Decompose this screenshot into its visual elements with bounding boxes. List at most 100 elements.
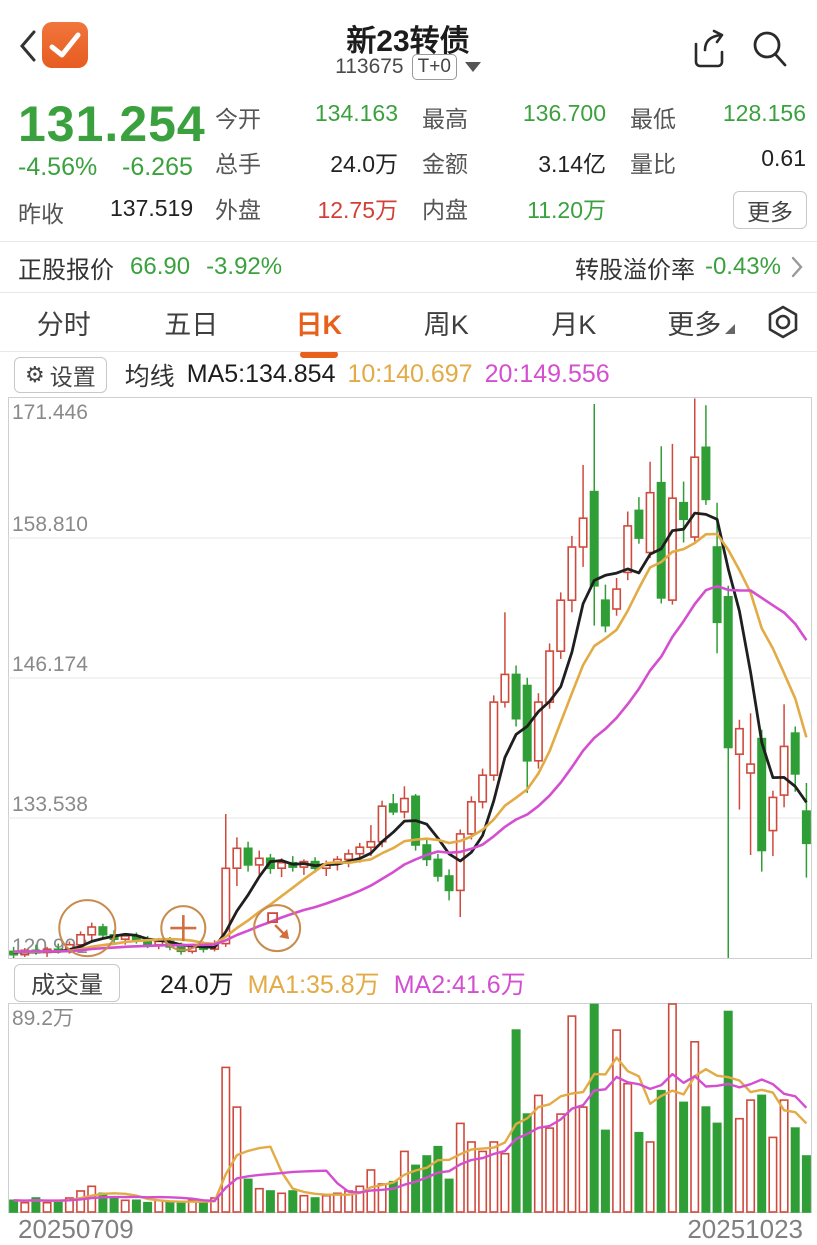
tab-五日[interactable]: 五日 (128, 303, 256, 342)
back-icon[interactable] (18, 28, 38, 64)
indicator-settings-gear-icon[interactable] (765, 304, 801, 340)
candle-body (645, 491, 655, 554)
tab-更多[interactable]: 更多 (638, 303, 766, 342)
candle-body (377, 805, 387, 843)
stock-code: 113675 (335, 55, 404, 78)
candle-body (712, 546, 722, 624)
quote-field-label: 金额 (422, 151, 468, 177)
arrow-head (279, 929, 290, 940)
chart-tab-bar: 分时 五日 日K 周K 月K 更多 (0, 293, 817, 358)
volume-ma-lines (13, 1056, 808, 1203)
volume-bar (567, 1015, 577, 1213)
volume-bar (489, 1141, 499, 1213)
volume-bar (801, 1155, 811, 1213)
stock-code-row[interactable]: 113675 T+0 (258, 54, 558, 80)
quote-fields-grid: 今开 134.163 最高 136.700 最低 128.156 总手 24.0万 金额 3.14… (0, 95, 817, 240)
volume-bar (522, 1113, 532, 1213)
candle-body (221, 867, 231, 945)
quote-field-label: 总手 (215, 151, 261, 177)
more-button[interactable]: 更多 (733, 191, 807, 229)
volume-bar (31, 1197, 41, 1213)
volume-ma2-legend: MA2:41.6万 (393, 970, 526, 999)
candle-body (399, 797, 409, 813)
tab-分时[interactable]: 分时 (0, 303, 128, 342)
volume-indicator-button[interactable]: 成交量 (14, 963, 120, 1002)
volume-bar (355, 1185, 365, 1213)
candle-body (277, 861, 287, 870)
volume-bar (545, 1127, 555, 1213)
candle-body (76, 933, 86, 946)
volume-bar (578, 1106, 588, 1213)
quote-field-value: 11.20万 (527, 197, 606, 223)
quote-field-value: 134.163 (314, 100, 398, 126)
volume-bar (120, 1199, 130, 1213)
ma-lines (13, 511, 808, 954)
candle-body (232, 847, 242, 869)
volume-bar (198, 1201, 208, 1213)
volume-bar (757, 1094, 767, 1213)
annotation-circle (58, 899, 117, 958)
volume-chart[interactable]: 89.2万 (0, 1003, 817, 1213)
candle-body (623, 525, 633, 574)
tab-月K[interactable]: 月K (510, 303, 638, 342)
tab-日K[interactable]: 日K (255, 303, 383, 358)
volume-bar (444, 1178, 454, 1213)
ma5-line (13, 511, 808, 954)
change-percent: -4.56% (18, 153, 98, 181)
candle-body (589, 490, 599, 587)
volume-bar (433, 1145, 443, 1213)
search-icon[interactable] (750, 28, 790, 70)
volume-bar (790, 1127, 800, 1213)
volume-bar (76, 1190, 86, 1213)
volume-bar (176, 1201, 186, 1213)
volume-bar (109, 1197, 119, 1213)
underlying-stock-row[interactable]: 正股报价 66.90 -3.92% 转股溢价率 -0.43% (0, 242, 817, 292)
chart-settings-button[interactable]: ⚙ 设置 (14, 356, 107, 393)
candle-body (790, 732, 800, 775)
prev-close-value: 137.519 (110, 195, 194, 221)
volume-bar (634, 1131, 644, 1213)
header-bar: 新23转债 113675 T+0 (0, 0, 817, 95)
volume-bar (388, 1180, 398, 1213)
divider (0, 292, 817, 293)
candle-body (600, 599, 610, 627)
svg-text:171.446: 171.446 (12, 401, 88, 424)
candle-body (87, 926, 97, 936)
page-title: 新23转债 (346, 25, 470, 58)
volume-bar (210, 1197, 220, 1213)
grid-lines (8, 397, 812, 959)
tab-周K[interactable]: 周K (383, 303, 511, 342)
candle-body (433, 858, 443, 877)
quote-field-value: 128.156 (722, 100, 806, 126)
volume-bar (612, 1029, 622, 1213)
volume-bar (411, 1164, 421, 1213)
candle-body (254, 857, 264, 866)
volume-current: 24.0万 (160, 970, 234, 999)
share-icon[interactable] (688, 28, 728, 70)
candle-body (701, 446, 711, 501)
volume-bar (165, 1201, 175, 1213)
volume-bar (265, 1190, 275, 1213)
volume-bar (768, 1136, 778, 1213)
volume-bar (321, 1194, 331, 1213)
candle-body (120, 935, 130, 941)
volume-bar (779, 1099, 789, 1213)
app-logo-check-icon[interactable] (42, 22, 88, 68)
candle-body (578, 517, 588, 548)
chevron-down-icon[interactable] (464, 62, 481, 72)
volume-bar (455, 1122, 465, 1213)
volume-bar (712, 1122, 722, 1213)
tab-label: 更多 (667, 309, 722, 340)
volume-bar (64, 1197, 74, 1213)
volume-bar (277, 1192, 287, 1213)
quote-field-label: 最低 (630, 106, 676, 132)
quote-field-value: 12.75万 (317, 197, 398, 223)
volume-bar (332, 1192, 342, 1213)
volume-bar (399, 1150, 409, 1213)
ma5-legend: MA5:134.854 (186, 360, 336, 388)
kline-legend-row: ⚙ 设置 均线 MA5:134.854 10:140.697 20:149.55… (0, 352, 817, 397)
candle-body (634, 509, 644, 539)
prev-close-label: 昨收 (18, 201, 64, 227)
quote-field-label: 今开 (215, 106, 261, 132)
